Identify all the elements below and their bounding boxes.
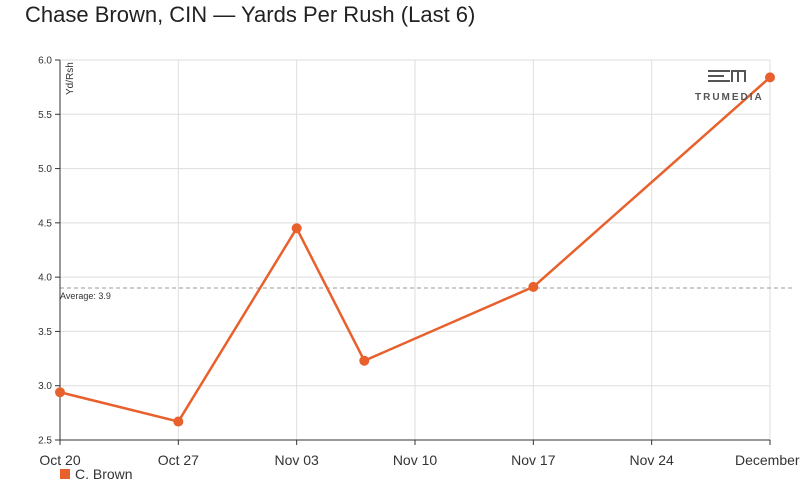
data-point — [528, 281, 539, 292]
trumedia-logo-icon — [708, 70, 746, 82]
axes: 2.5 3.0 3.5 4.0 4.5 5.0 5.5 6.0 Oct 20 Oct 27 Nov … — [38, 56, 800, 469]
x-tick-label: Nov 24 — [629, 452, 674, 468]
data-point — [291, 223, 302, 234]
y-tick-label: 3.0 — [38, 381, 52, 392]
data-point — [55, 387, 65, 398]
y-tick-label: 5.0 — [38, 164, 52, 175]
legend: C. Brown — [60, 466, 133, 482]
legend-label: C. Brown — [75, 466, 133, 482]
x-tick-label: December — [735, 452, 800, 468]
legend-swatch — [60, 469, 70, 479]
x-tick-label: Nov 10 — [393, 452, 438, 468]
chart-title: Chase Brown, CIN — Yards Per Rush (Last … — [25, 2, 476, 27]
trumedia-watermark: TRUMEDIA — [695, 70, 764, 103]
data-point — [765, 72, 775, 83]
data-point — [359, 355, 370, 366]
x-tick-label: Nov 03 — [274, 452, 319, 468]
series-line — [59, 76, 771, 423]
data-point — [173, 416, 184, 427]
x-tick-label: Nov 17 — [511, 452, 556, 468]
y-tick-label: 4.0 — [38, 273, 52, 284]
x-tick-label: Oct 20 — [39, 452, 80, 468]
y-tick-label: 2.5 — [38, 436, 52, 447]
y-tick-label: 3.5 — [38, 327, 52, 338]
y-tick-label: 6.0 — [38, 56, 52, 67]
y-tick-label: 4.5 — [38, 218, 52, 229]
watermark-text: TRUMEDIA — [695, 92, 764, 103]
average-label: Average: 3.9 — [60, 291, 111, 301]
y-tick-label: 5.5 — [38, 110, 52, 121]
grid — [59, 59, 771, 441]
series-group — [55, 72, 775, 427]
x-tick-label: Oct 27 — [158, 452, 199, 468]
average-line-group: Average: 3.9 — [60, 287, 795, 301]
y-axis-label: Yd/Rsh — [65, 62, 76, 95]
